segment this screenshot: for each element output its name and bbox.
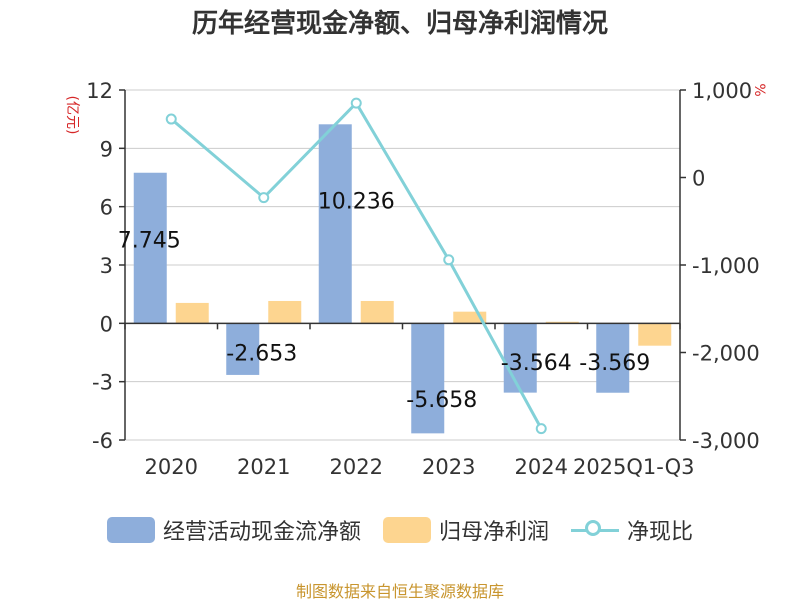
- legend-label-profit: 归母净利润: [438, 520, 549, 545]
- data-labels: 7.745 -2.653 10.236 -5.658 -3.564 -3.569: [118, 190, 650, 413]
- ratio-point: [258, 192, 270, 204]
- net-profit-bar: [638, 323, 672, 346]
- cash-flow-data-label: -3.569: [579, 351, 650, 376]
- legend-swatch-cash: [106, 517, 155, 543]
- cash-flow-bar: [133, 172, 167, 324]
- x-tick-label: 2021: [237, 455, 290, 479]
- right-tick-label: -2,000: [692, 342, 760, 366]
- net-profit-bar: [268, 300, 302, 324]
- ratio-line: [165, 97, 547, 435]
- legend: 经营活动现金流净额 归母净利润 净现比: [0, 514, 800, 546]
- legend-swatch-profit: [382, 517, 431, 543]
- x-tick-label: 2022: [330, 455, 383, 479]
- net-profit-bar: [175, 302, 209, 324]
- x-tick-label: 2023: [422, 455, 475, 479]
- net-profit-bar: [453, 311, 487, 324]
- cash-flow-data-label: -5.658: [406, 388, 477, 413]
- legend-item-profit[interactable]: 归母净利润: [382, 514, 549, 546]
- cash-flow-bar: [596, 323, 630, 393]
- left-tick-label: 3: [100, 254, 113, 278]
- right-tick-label: -1,000: [692, 254, 760, 278]
- right-tick-label: -3,000: [692, 429, 760, 453]
- left-tick-label: 0: [100, 312, 113, 336]
- legend-swatch-ratio: [571, 517, 619, 543]
- cash-flow-bar: [226, 323, 260, 375]
- left-tick-label: -3: [92, 371, 113, 395]
- net-profit-bar: [545, 321, 579, 324]
- left-tick-label: -6: [92, 429, 113, 453]
- bars: [133, 124, 672, 434]
- ratio-point: [165, 113, 177, 125]
- right-tick-label: 1,000: [692, 79, 752, 103]
- cash-flow-bar: [503, 323, 537, 393]
- ratio-point: [443, 254, 455, 266]
- right-axis-label: %: [751, 83, 767, 96]
- left-axis-label: (亿元): [64, 96, 80, 135]
- left-tick-label: 9: [100, 137, 113, 161]
- net-profit-bar: [360, 300, 394, 324]
- source-note: 制图数据来自恒生聚源数据库: [295, 582, 504, 601]
- x-tick-label: 2025Q1-Q3: [573, 455, 695, 479]
- cash-flow-data-label: -2.653: [226, 341, 297, 366]
- legend-item-cash[interactable]: 经营活动现金流净额: [106, 514, 361, 546]
- ratio-line-path: [170, 100, 543, 430]
- legend-label-cash: 经营活动现金流净额: [162, 520, 361, 545]
- cash-flow-data-label: 7.745: [118, 229, 181, 254]
- axes: 12 9 6 3 0 -3 -6 1,000 0 -1,000 -2,000 -3,000 2020 20…: [86, 79, 759, 479]
- x-tick-label: 2020: [145, 455, 198, 479]
- left-tick-label: 12: [86, 79, 113, 103]
- ratio-point: [535, 423, 547, 435]
- legend-label-ratio: 净现比: [627, 520, 694, 545]
- cash-flow-bar: [318, 124, 352, 324]
- ratio-point: [350, 97, 362, 109]
- cash-flow-data-label: -3.564: [501, 351, 572, 376]
- right-tick-label: 0: [692, 167, 705, 191]
- left-tick-label: 6: [100, 196, 113, 220]
- cash-flow-bar: [411, 323, 445, 434]
- cash-flow-data-label: 10.236: [318, 190, 395, 215]
- chart-title: 历年经营现金净额、归母净利润情况: [192, 8, 608, 39]
- legend-item-ratio[interactable]: 净现比: [571, 514, 693, 546]
- x-tick-label: 2024: [515, 455, 568, 479]
